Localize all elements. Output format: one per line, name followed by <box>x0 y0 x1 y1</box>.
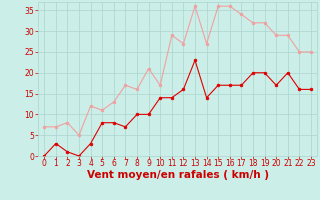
X-axis label: Vent moyen/en rafales ( km/h ): Vent moyen/en rafales ( km/h ) <box>87 170 268 180</box>
